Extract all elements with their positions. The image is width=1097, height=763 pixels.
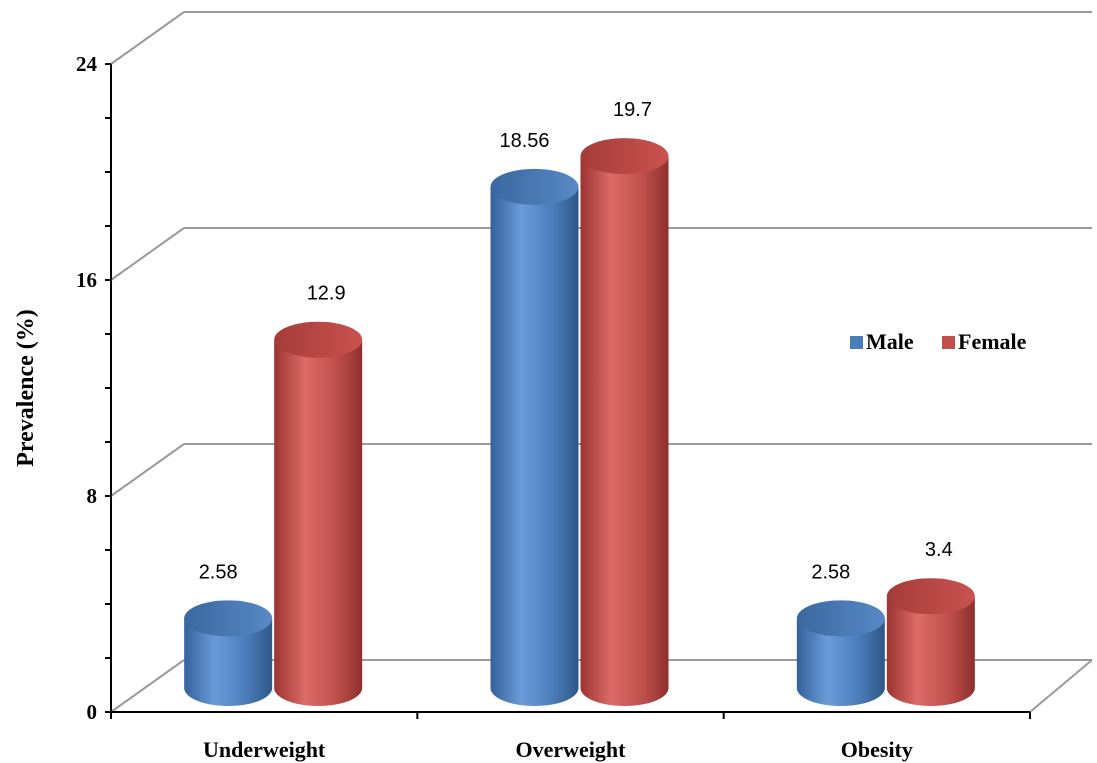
gridline-depth	[110, 11, 185, 65]
y-tick-label: 8	[87, 484, 98, 508]
bars	[184, 138, 975, 707]
bar-top	[184, 600, 273, 637]
legend-label-female: Female	[958, 329, 1027, 354]
bar-top	[796, 600, 885, 637]
y-axis-title: Prevalence (%)	[13, 309, 39, 467]
y-tick-label: 16	[76, 268, 97, 292]
bar-male	[796, 600, 885, 706]
legend-label-male: Male	[866, 329, 914, 354]
data-label: 12.9	[307, 283, 346, 305]
bar-male	[184, 600, 273, 706]
x-category-label: Obesity	[841, 737, 913, 762]
data-label: 19.7	[613, 99, 652, 121]
legend: Male Female	[850, 329, 1027, 354]
data-label: 18.56	[499, 130, 549, 152]
bar-female	[886, 578, 975, 706]
gridline-depth	[110, 227, 185, 281]
floor-edge	[1029, 659, 1093, 713]
bar-top	[886, 578, 975, 615]
x-category-label: Overweight	[516, 737, 627, 762]
bar-body	[184, 618, 273, 706]
bar-female	[580, 138, 669, 707]
bar-body	[490, 186, 579, 706]
x-category-label: Underweight	[203, 737, 326, 762]
data-label: 2.58	[811, 561, 850, 583]
bar-body	[274, 339, 363, 706]
bar-top	[274, 321, 363, 358]
bar-body	[580, 156, 669, 707]
bar-body	[796, 618, 885, 706]
data-label: 3.4	[925, 539, 953, 561]
bar-top	[490, 168, 579, 205]
bar-female	[274, 321, 363, 706]
bar-top	[580, 138, 669, 175]
gridline-depth	[110, 659, 185, 713]
bar-body	[886, 596, 975, 706]
legend-swatch-female	[942, 336, 955, 349]
y-tick-label: 0	[87, 700, 98, 724]
legend-swatch-male	[850, 336, 863, 349]
gridline-depth	[110, 443, 185, 497]
bar-male	[490, 168, 579, 706]
data-labels: 2.58 12.9 18.56 19.7 2.58 3.4	[199, 99, 953, 583]
axes: 0 8 16 24 Underweight Overweight Obesity	[76, 52, 1031, 762]
data-label: 2.58	[199, 561, 238, 583]
y-tick-label: 24	[76, 52, 98, 76]
